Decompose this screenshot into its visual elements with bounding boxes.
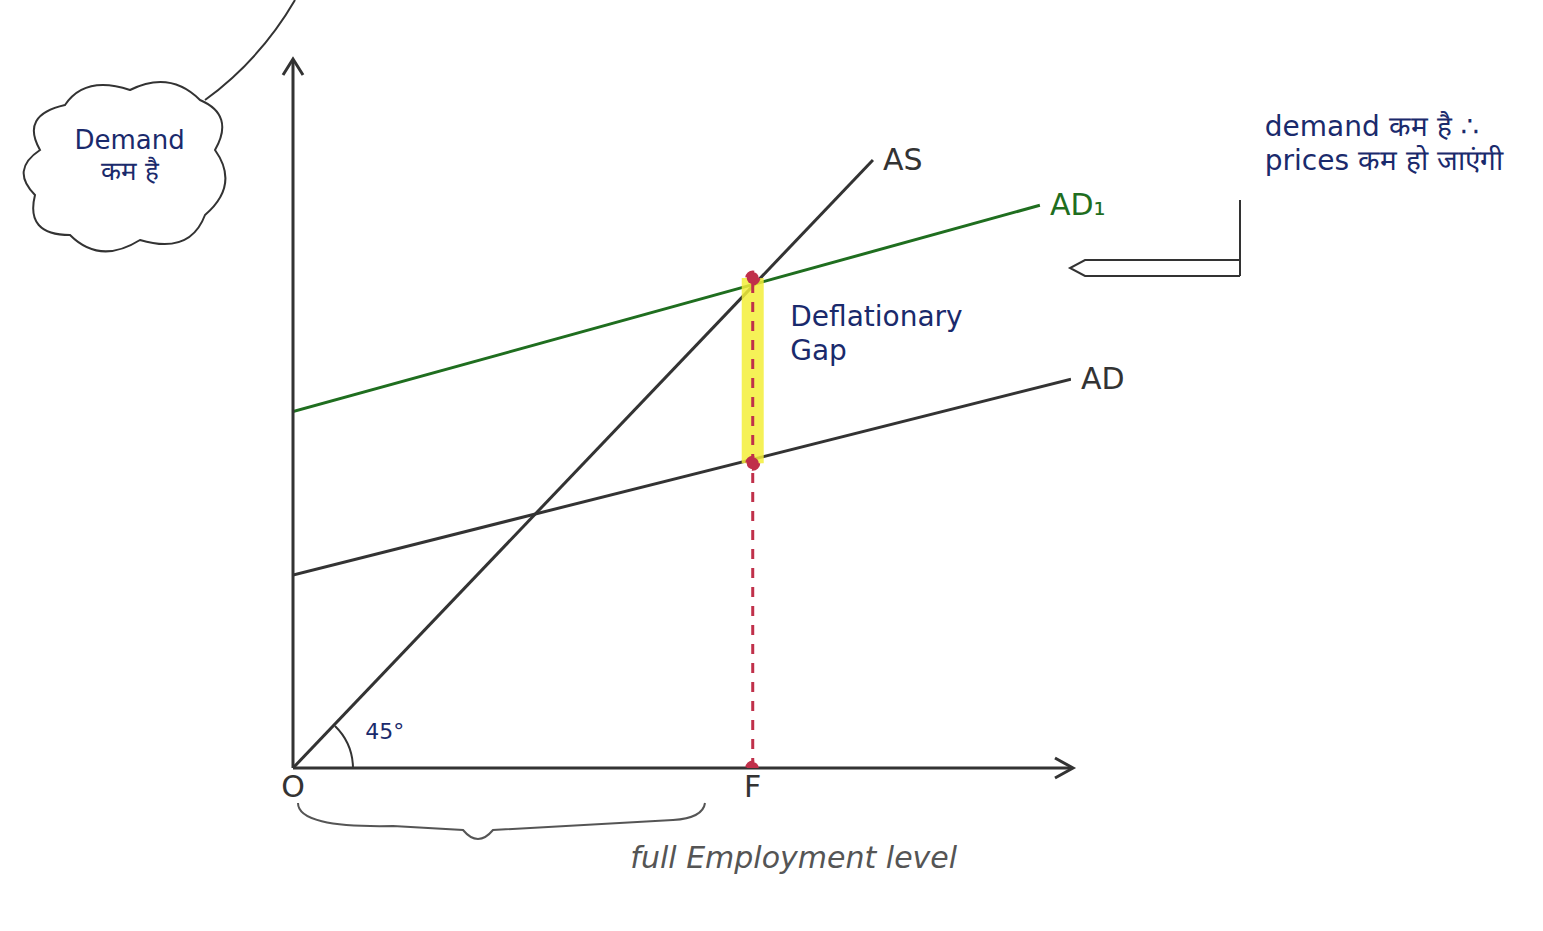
html-text:45°: 45° (365, 718, 405, 744)
html-text:full Employment level: full Employment level (630, 840, 958, 876)
svg-text:AD: AD (1081, 361, 1125, 396)
svg-text:AS: AS (883, 142, 923, 177)
svg-text:O: O (281, 769, 305, 804)
svg-text:F: F (744, 769, 761, 804)
html-text:Demand कम है: Demand कम है (74, 124, 185, 186)
html-text:demand कम है ∴ prices कम हो जा: demand कम है ∴ prices कम हो जाएंगी (1264, 110, 1503, 178)
html-text:Deflationary Gap: Deflationary Gap (790, 300, 963, 367)
svg-text:AD₁: AD₁ (1050, 187, 1106, 222)
